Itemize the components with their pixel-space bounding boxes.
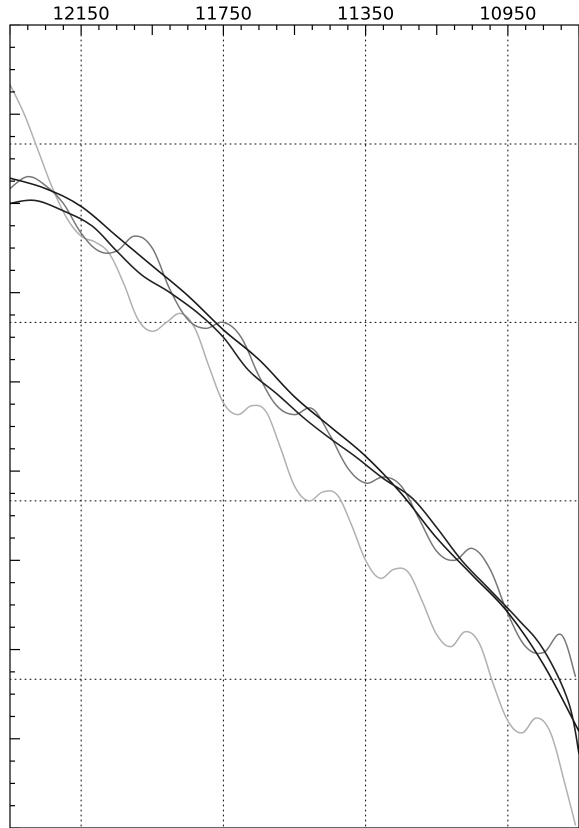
x-tick-label: 12150 [52,3,109,24]
x-tick-label: 10950 [479,3,536,24]
x-tick-label: 11750 [195,3,252,24]
x-tick-label: 11350 [337,3,394,24]
line-chart: 12150 11750 11350 10950 [0,0,579,828]
